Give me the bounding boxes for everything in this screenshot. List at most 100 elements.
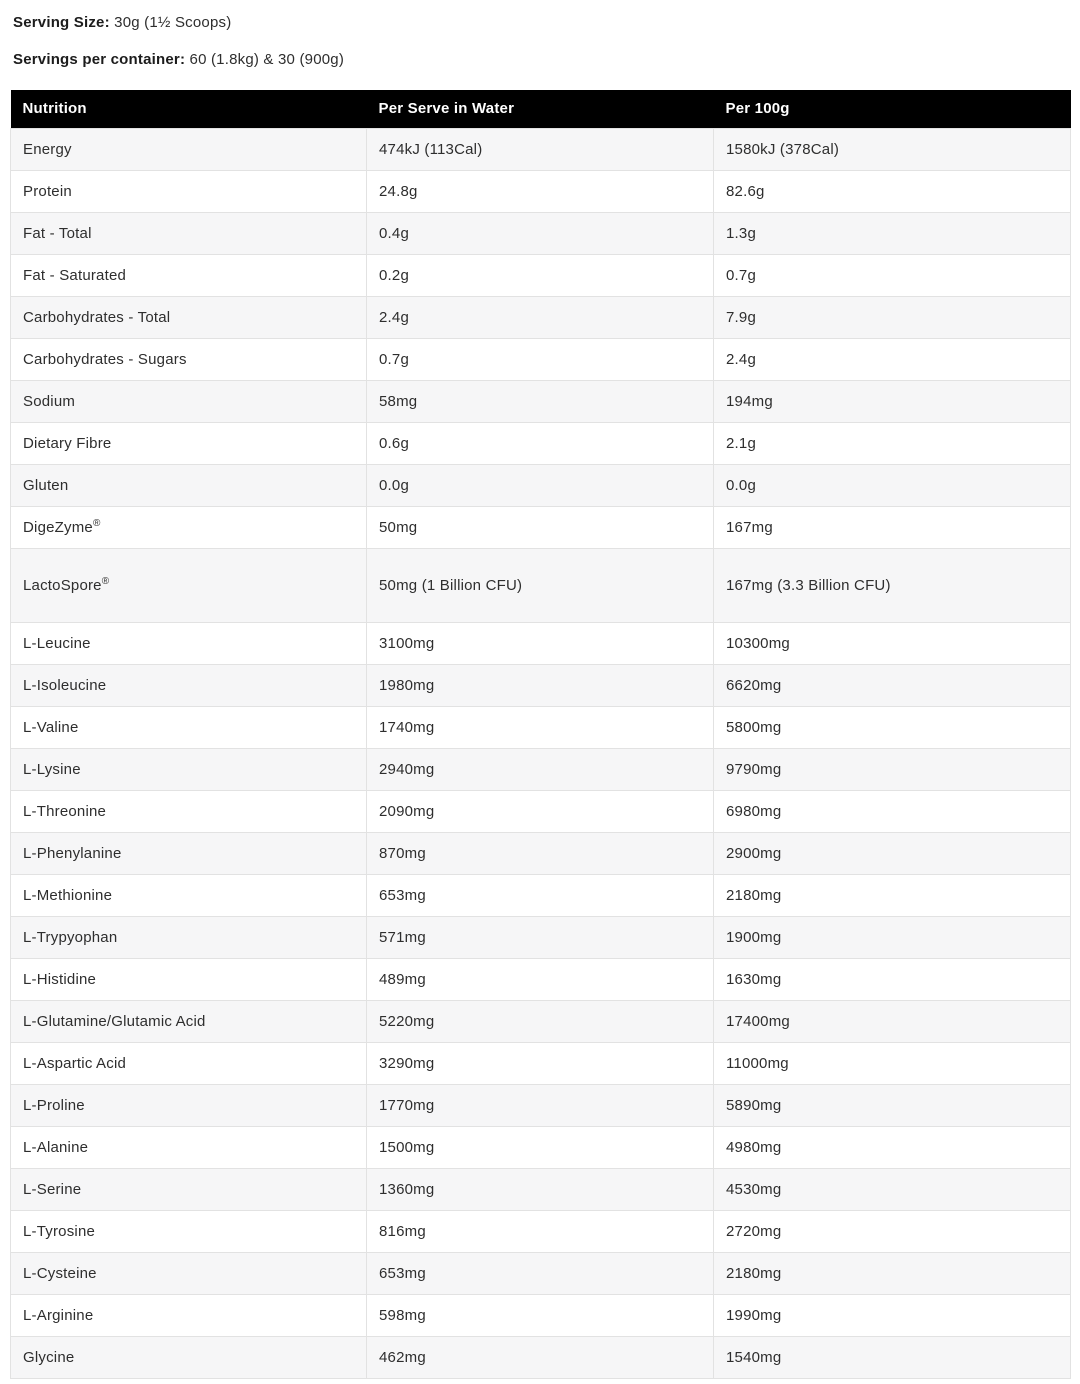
table-row: Carbohydrates - Sugars 0.7g 2.4g [10,338,1071,381]
nutrient-name-cell: L-Arginine [10,1294,367,1337]
nutrient-name-cell: Energy [10,128,367,171]
per-serve-cell: 0.7g [366,338,714,381]
per-100g-cell: 82.6g [713,170,1071,213]
nutrient-name-cell: L-Histidine [10,958,367,1001]
per-100g-cell: 1.3g [713,212,1071,255]
per-serve-cell: 598mg [366,1294,714,1337]
nutrient-name-cell: L-Cysteine [10,1252,367,1295]
table-row: Fat - Saturated 0.2g 0.7g [10,254,1071,297]
per-serve-cell: 58mg [366,380,714,423]
per-serve-cell: 3100mg [366,622,714,665]
table-row: L-Lysine 2940mg 9790mg [10,748,1071,791]
per-100g-cell: 194mg [713,380,1071,423]
per-100g-cell: 2180mg [713,874,1071,917]
table-row: L-Isoleucine 1980mg 6620mg [10,664,1071,707]
per-serve-cell: 0.2g [366,254,714,297]
table-row: Energy 474kJ (113Cal) 1580kJ (378Cal) [10,128,1071,171]
nutrient-name-cell: L-Leucine [10,622,367,665]
per-serve-cell: 489mg [366,958,714,1001]
table-row: L-Valine 1740mg 5800mg [10,706,1071,749]
per-100g-cell: 4530mg [713,1168,1071,1211]
nutrient-name-cell: L-Methionine [10,874,367,917]
table-row: DigeZyme® 50mg 167mg [10,506,1071,549]
table-row: L-Tyrosine 816mg 2720mg [10,1210,1071,1253]
per-100g-cell: 7.9g [713,296,1071,339]
nutrient-name-cell: Glycine [10,1336,367,1379]
per-100g-cell: 167mg [713,506,1071,549]
column-header-per-100g: Per 100g [713,90,1071,129]
nutrient-name-cell: Protein [10,170,367,213]
table-row: Glycine 462mg 1540mg [10,1336,1071,1379]
nutrient-name-cell: Dietary Fibre [10,422,367,465]
per-serve-cell: 653mg [366,1252,714,1295]
table-row: L-Methionine 653mg 2180mg [10,874,1071,917]
per-serve-cell: 0.0g [366,464,714,507]
nutrient-name-cell: L-Threonine [10,790,367,833]
per-100g-cell: 0.7g [713,254,1071,297]
per-100g-cell: 6980mg [713,790,1071,833]
serving-size-value: 30g (1½ Scoops) [114,14,232,31]
nutrient-name-cell: Fat - Total [10,212,367,255]
nutrient-name-cell: Gluten [10,464,367,507]
per-serve-cell: 1770mg [366,1084,714,1127]
table-row: L-Arginine 598mg 1990mg [10,1294,1071,1337]
per-100g-cell: 2720mg [713,1210,1071,1253]
nutrient-name-cell: L-Proline [10,1084,367,1127]
per-100g-cell: 2180mg [713,1252,1071,1295]
serving-size-line: Serving Size: 30g (1½ Scoops) [13,14,1080,32]
nutrient-name-cell: L-Tyrosine [10,1210,367,1253]
column-header-nutrition: Nutrition [10,90,367,129]
serving-size-label: Serving Size: [13,14,110,31]
per-serve-cell: 50mg (1 Billion CFU) [366,548,714,623]
nutrient-name-cell: L-Serine [10,1168,367,1211]
nutrient-name-cell: L-Glutamine/Glutamic Acid [10,1000,367,1043]
per-serve-cell: 24.8g [366,170,714,213]
nutrient-name-cell: Fat - Saturated [10,254,367,297]
per-100g-cell: 1630mg [713,958,1071,1001]
table-row: L-Serine 1360mg 4530mg [10,1168,1071,1211]
nutrient-name-cell: L-Alanine [10,1126,367,1169]
per-100g-cell: 0.0g [713,464,1071,507]
table-row: Carbohydrates - Total 2.4g 7.9g [10,296,1071,339]
per-100g-cell: 4980mg [713,1126,1071,1169]
table-row: L-Leucine 3100mg 10300mg [10,622,1071,665]
per-serve-cell: 1980mg [366,664,714,707]
per-100g-cell: 1900mg [713,916,1071,959]
per-serve-cell: 1740mg [366,706,714,749]
per-serve-cell: 1500mg [366,1126,714,1169]
servings-per-container-line: Servings per container: 60 (1.8kg) & 30 … [13,51,1080,69]
nutrient-name-cell: Sodium [10,380,367,423]
table-row: L-Cysteine 653mg 2180mg [10,1252,1071,1295]
per-serve-cell: 1360mg [366,1168,714,1211]
per-serve-cell: 0.4g [366,212,714,255]
table-row: Fat - Total 0.4g 1.3g [10,212,1071,255]
per-serve-cell: 2.4g [366,296,714,339]
per-serve-cell: 2940mg [366,748,714,791]
per-100g-cell: 6620mg [713,664,1071,707]
registered-trademark-symbol: ® [92,518,101,529]
per-serve-cell: 816mg [366,1210,714,1253]
per-100g-cell: 2900mg [713,832,1071,875]
per-serve-cell: 50mg [366,506,714,549]
table-row: Protein 24.8g 82.6g [10,170,1071,213]
table-row: Sodium 58mg 194mg [10,380,1071,423]
nutrient-name-cell: L-Aspartic Acid [10,1042,367,1085]
table-row: L-Phenylanine 870mg 2900mg [10,832,1071,875]
per-100g-cell: 1990mg [713,1294,1071,1337]
per-100g-cell: 5890mg [713,1084,1071,1127]
per-serve-cell: 3290mg [366,1042,714,1085]
nutrient-name-cell: L-Isoleucine [10,664,367,707]
per-serve-cell: 653mg [366,874,714,917]
table-row: LactoSpore® 50mg (1 Billion CFU) 167mg (3.… [10,548,1071,623]
table-row: L-Aspartic Acid 3290mg 11000mg [10,1042,1071,1085]
per-100g-cell: 5800mg [713,706,1071,749]
per-serve-cell: 571mg [366,916,714,959]
per-100g-cell: 167mg (3.3 Billion CFU) [713,548,1071,623]
per-serve-cell: 2090mg [366,790,714,833]
servings-per-container-value: 60 (1.8kg) & 30 (900g) [189,51,345,68]
nutrient-name-cell: L-Lysine [10,748,367,791]
table-header-row: Nutrition Per Serve in Water Per 100g [10,90,1071,129]
servings-per-container-label: Servings per container: [13,51,186,68]
per-100g-cell: 9790mg [713,748,1071,791]
